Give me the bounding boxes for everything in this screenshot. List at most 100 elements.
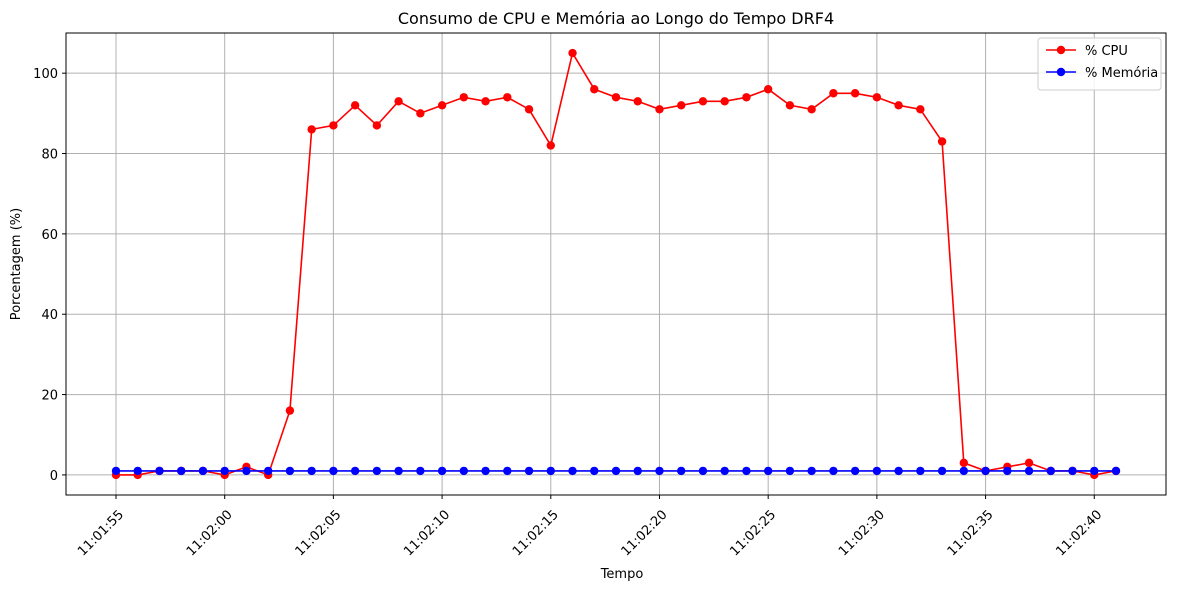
data-point [350,466,360,476]
x-tick-label: 11:02:25 [727,507,779,559]
data-point [981,466,990,476]
data-point [916,466,925,476]
data-point [220,466,229,476]
data-point [655,105,664,114]
x-tick-label: 11:02:35 [945,507,997,559]
data-point [329,121,338,130]
data-point [394,97,403,106]
data-point [894,466,903,476]
x-tick-label: 11:02:15 [510,507,562,559]
data-point [177,466,186,476]
data-point [1046,466,1055,476]
grid [66,33,1166,495]
data-point [916,105,925,114]
data-point [1090,466,1099,476]
y-tick-label: 0 [50,469,58,484]
data-point [763,466,773,476]
data-point [698,466,708,476]
data-point [590,466,599,476]
x-tick-label: 11:02:10 [401,507,453,559]
y-tick-label: 60 [41,228,58,243]
data-point [655,466,664,476]
data-point [133,466,142,476]
x-tick-label: 11:02:00 [184,507,236,559]
data-point [524,466,534,476]
data-point [568,48,577,58]
x-tick-label: 11:02:05 [293,507,345,559]
data-point [155,466,164,476]
x-tick-label: 11:02:20 [619,507,671,559]
data-point [481,97,490,106]
data-point [742,93,751,102]
data-point [807,105,816,114]
legend-marker [1056,67,1066,77]
data-point [198,466,208,476]
legend-box [1037,37,1162,91]
data-point [698,97,708,106]
y-tick-label: 40 [41,308,58,323]
data-point [416,466,425,476]
data-point [503,466,512,476]
data-point [677,466,686,476]
legend-marker [1056,45,1066,55]
data-point [611,93,621,102]
data-point [416,109,425,118]
x-tick-label: 11:02:30 [836,507,888,559]
x-axis-label: Tempo [600,567,644,582]
data-point [1003,466,1012,476]
plot-area-frame [65,32,1167,496]
data-point [720,466,729,476]
data-point [307,125,316,134]
data-point [1068,466,1077,476]
data-point [285,406,295,415]
data-point [633,97,642,106]
data-point [372,121,382,130]
series-line-cpu [116,51,1117,476]
data-point [807,466,816,476]
data-point [459,466,469,476]
data-point [394,466,403,476]
data-point [937,137,947,146]
data-point [329,466,338,476]
data-point [546,466,555,476]
data-point [372,466,382,476]
data-point [350,101,360,110]
x-tick-label: 11:01:55 [75,507,127,559]
data-point [437,466,447,476]
data-point [459,93,469,102]
y-tick-label: 100 [33,67,58,82]
data-point [959,466,969,476]
data-point [1024,458,1034,468]
data-point [829,466,838,476]
data-point [720,97,729,106]
data-point [850,89,860,98]
data-point [1024,466,1034,476]
x-tick-label: 11:02:40 [1053,507,1105,559]
data-point [785,101,795,110]
data-point [503,93,512,102]
data-point [481,466,490,476]
legend-label: % Memória [1085,66,1158,81]
y-axis: 0 20 40 60 80 100 [33,67,66,484]
data-point [937,466,947,476]
data-point [285,466,295,476]
data-point [546,141,555,150]
chart-title: Consumo de CPU e Memória ao Longo do Tem… [398,9,834,28]
data-point [763,85,773,94]
data-point [524,105,534,114]
data-point [633,466,642,476]
y-tick-label: 80 [41,148,58,163]
legend-label: % CPU [1085,44,1128,59]
data-point [872,466,882,476]
x-axis: 11:01:55 11:02:00 11:02:05 11:02:10 11:02:15… [75,495,1105,559]
data-point [111,466,121,476]
data-point [1111,466,1121,476]
data-point [785,466,795,476]
data-point [872,93,882,102]
y-axis-label: Porcentagem (%) [9,208,24,320]
data-point [263,466,273,476]
data-point [959,458,969,468]
data-point [894,101,903,110]
data-point [829,89,838,98]
